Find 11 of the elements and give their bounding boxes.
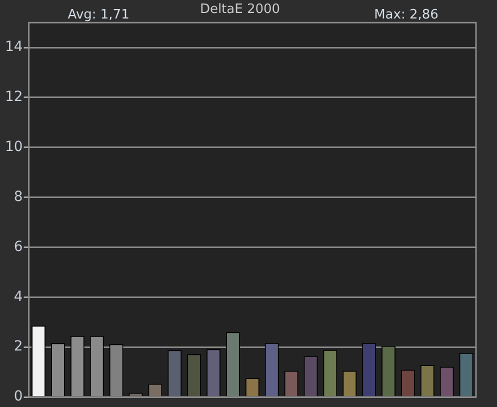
text: Max: 2,86 xyxy=(374,7,438,22)
y-tick-label: 8 xyxy=(14,188,23,205)
y-tick-label: 4 xyxy=(14,288,23,305)
text: Avg: 1,71 xyxy=(68,7,130,22)
y-tick-label: 12 xyxy=(4,89,23,106)
y-tick-label: 2 xyxy=(14,338,23,355)
y-tick-label: 6 xyxy=(14,238,23,255)
y-tick-label: 10 xyxy=(4,139,23,156)
y-tick-label: 14 xyxy=(4,39,23,56)
y-tick-label: 0 xyxy=(14,388,23,405)
chart-title: DeltaE 2000 xyxy=(200,2,280,18)
